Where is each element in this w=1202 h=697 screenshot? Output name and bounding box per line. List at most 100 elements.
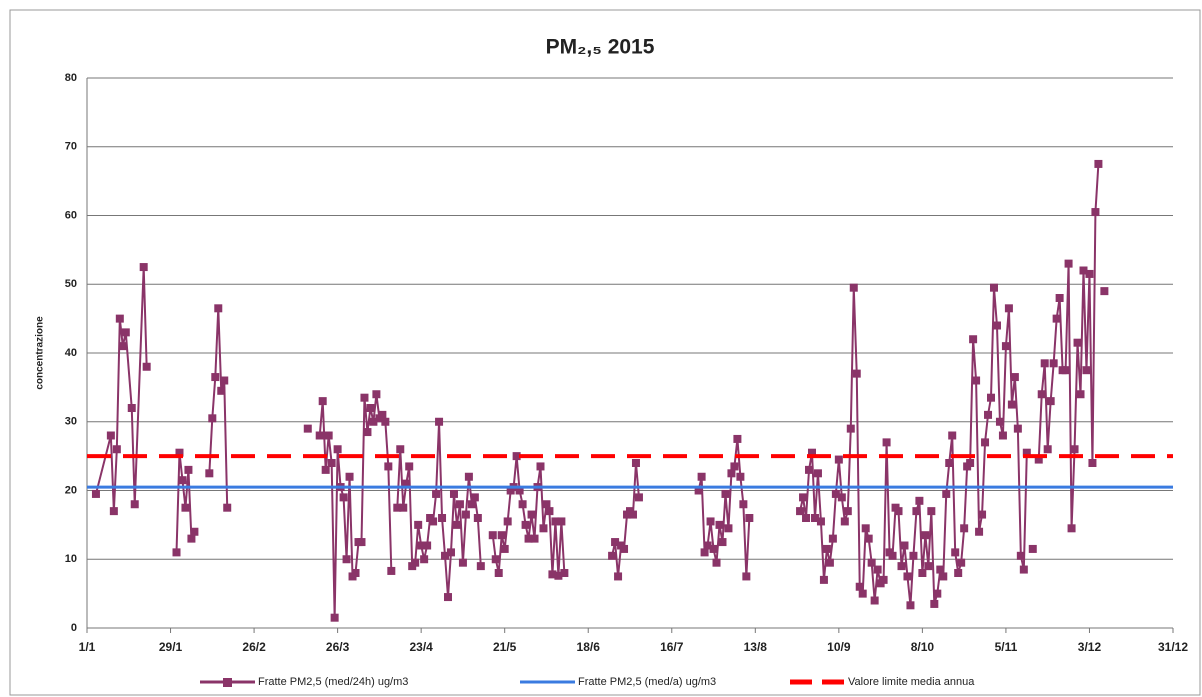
chart-title: PM₂,₅ 2015 (546, 36, 655, 59)
point-marker (372, 390, 381, 399)
point-marker (473, 514, 482, 522)
point-marker (497, 531, 506, 540)
point-marker (494, 569, 503, 577)
point-marker (1022, 448, 1031, 457)
point-marker (1004, 304, 1013, 313)
x-tick-label: 21/5 (493, 640, 517, 654)
point-marker (822, 544, 831, 553)
point-marker (900, 541, 909, 550)
point-marker (414, 520, 423, 529)
point-marker (614, 572, 623, 581)
point-marker (178, 476, 187, 485)
point-marker (423, 541, 432, 550)
point-marker (733, 434, 742, 443)
point-marker (951, 548, 960, 557)
point-marker (420, 555, 429, 564)
x-tick-label: 26/2 (242, 640, 266, 654)
point-marker (903, 572, 912, 581)
point-marker (452, 520, 461, 529)
point-marker (700, 548, 709, 557)
point-marker (112, 445, 121, 454)
point-marker (697, 472, 706, 481)
point-marker (536, 462, 545, 471)
point-marker (712, 558, 721, 567)
point-marker (807, 448, 816, 457)
point-marker (799, 493, 808, 502)
point-marker (897, 562, 906, 571)
point-marker (175, 448, 184, 457)
point-marker (873, 565, 882, 574)
x-tick-label: 1/1 (79, 640, 96, 654)
y-tick-label: 40 (65, 347, 77, 359)
y-tick-label: 50 (65, 278, 77, 290)
point-marker (321, 465, 330, 474)
point-marker (718, 538, 727, 547)
point-marker (879, 575, 888, 584)
point-marker (512, 452, 521, 461)
point-marker (852, 369, 861, 378)
point-marker (954, 569, 963, 577)
y-tick-label: 80 (65, 72, 77, 84)
point-marker (864, 534, 873, 543)
point-marker (736, 472, 745, 481)
point-marker (909, 551, 918, 560)
point-marker (975, 527, 984, 536)
point-marker (339, 493, 348, 502)
point-marker (351, 569, 360, 577)
point-marker (360, 393, 369, 402)
point-marker (399, 503, 408, 512)
point-marker (930, 599, 939, 608)
point-marker (1019, 565, 1028, 574)
point-marker (1001, 342, 1010, 351)
point-marker (992, 321, 1001, 330)
point-marker (984, 410, 993, 419)
point-marker (476, 562, 485, 571)
point-marker (115, 314, 124, 323)
point-marker (417, 541, 426, 550)
point-marker (936, 565, 945, 574)
point-marker (303, 424, 312, 433)
point-marker (620, 544, 629, 553)
point-marker (1040, 359, 1049, 368)
point-marker (969, 335, 978, 344)
point-marker (987, 393, 996, 402)
point-marker (825, 558, 834, 567)
point-marker (384, 462, 393, 471)
point-marker (109, 507, 118, 516)
x-tick-label: 3/12 (1078, 640, 1102, 654)
point-marker (190, 527, 199, 536)
point-marker (957, 558, 966, 567)
point-marker (363, 428, 372, 437)
point-marker (455, 500, 464, 509)
point-marker (1091, 208, 1100, 217)
point-marker (742, 572, 751, 581)
point-marker (130, 500, 139, 509)
point-marker (703, 541, 712, 550)
point-marker (819, 575, 828, 584)
point-marker (411, 558, 420, 567)
point-marker (432, 489, 441, 498)
point-marker (921, 531, 930, 540)
point-marker (315, 431, 324, 440)
point-marker (560, 569, 569, 577)
point-marker (524, 534, 533, 543)
point-marker (118, 342, 127, 351)
point-marker (318, 397, 327, 406)
point-marker (142, 362, 151, 371)
point-marker (500, 544, 509, 553)
point-marker (1016, 551, 1025, 560)
point-marker (181, 503, 190, 512)
y-axis-label: concentrazione (35, 316, 46, 390)
y-tick-label: 20 (65, 484, 77, 496)
y-tick-label: 0 (71, 622, 77, 634)
point-marker (960, 524, 969, 533)
point-marker (172, 548, 181, 557)
point-marker (527, 510, 536, 519)
point-marker (378, 410, 387, 419)
point-marker (831, 489, 840, 498)
point-marker (515, 486, 524, 495)
point-marker (1079, 266, 1088, 275)
point-marker (998, 431, 1007, 440)
point-marker (393, 503, 402, 512)
